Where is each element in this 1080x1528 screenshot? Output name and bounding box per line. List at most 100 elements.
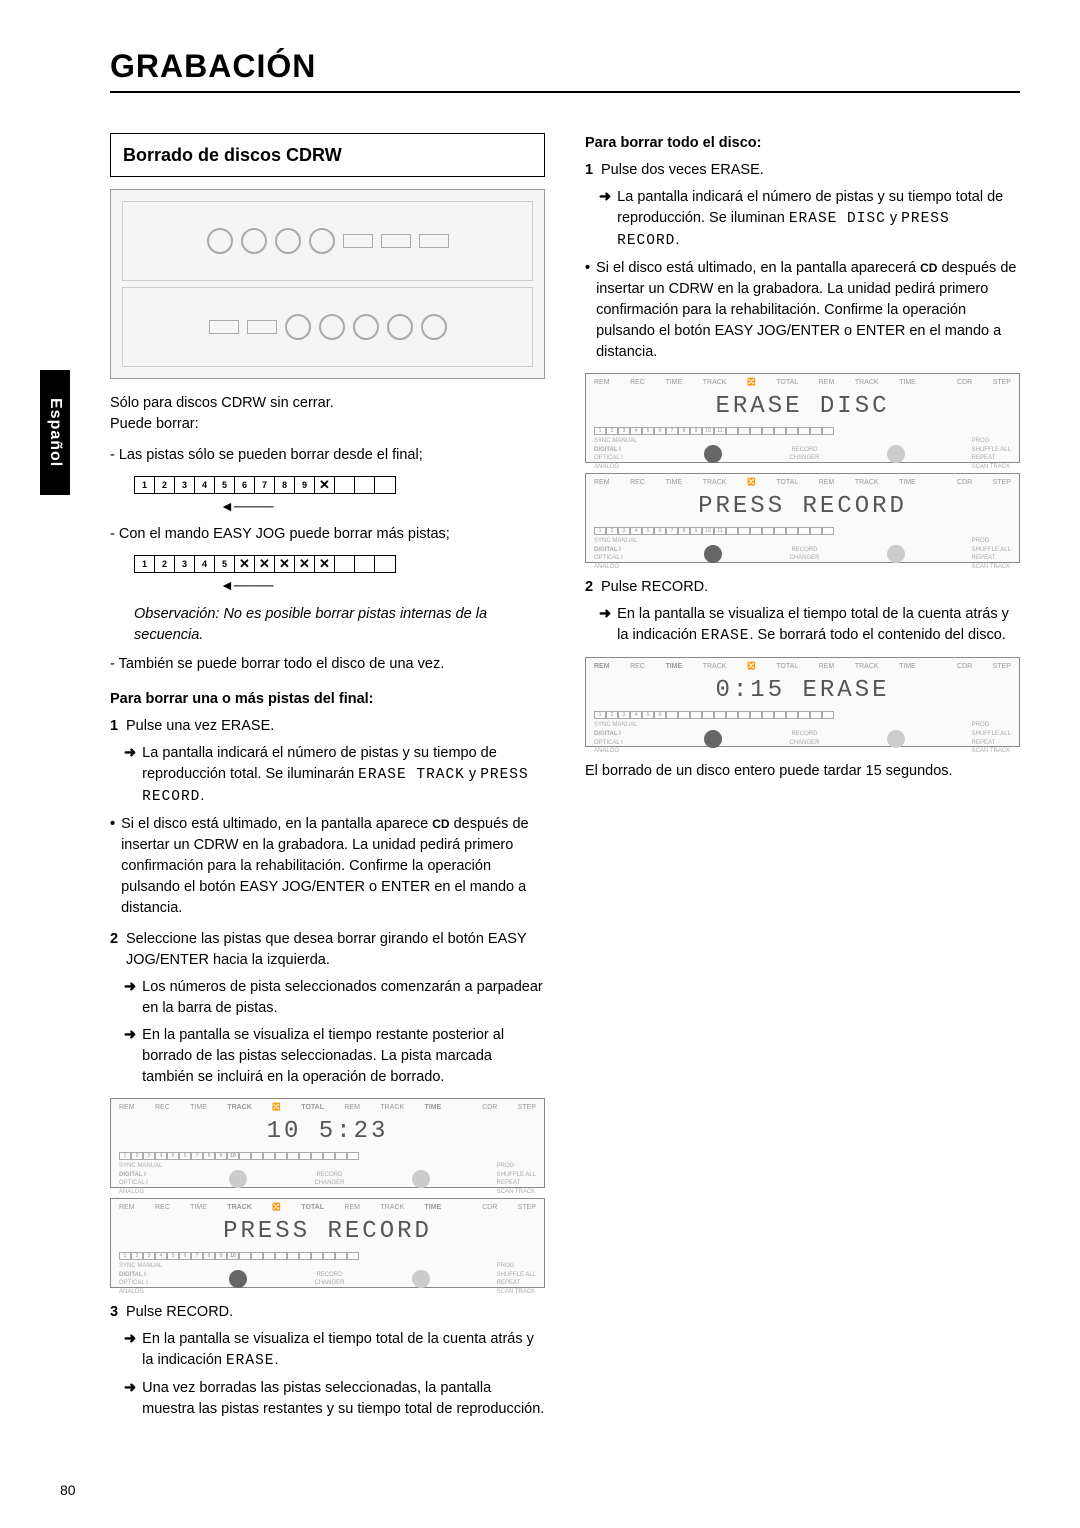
bullet-note: • Si el disco está ultimado, en la panta… bbox=[585, 258, 1020, 363]
step-number: 1 bbox=[110, 716, 122, 737]
track-cell-empty bbox=[355, 477, 375, 493]
track-cell-x: ✕ bbox=[315, 556, 335, 572]
lcd-top-labels: REMRECTIMETRACK🔀TOTALREMTRACKTIMECDRSTEP bbox=[594, 662, 1011, 672]
step-1-sub: ➜ La pantalla indicará el número de pist… bbox=[599, 187, 1020, 252]
intro-line2: Puede borrar: bbox=[110, 416, 199, 432]
content-columns: Borrado de discos CDRW bbox=[110, 133, 1020, 1426]
lcd-top-labels: REMRECTIMETRACK🔀TOTALREMTRACKTIMECDRSTEP bbox=[119, 1203, 536, 1213]
track-cell: 4 bbox=[195, 477, 215, 493]
step-1-sub: ➜ La pantalla indicará el número de pist… bbox=[124, 743, 545, 808]
lcd-track-bar: 1234567891011 bbox=[594, 527, 1011, 535]
lcd-main-text: 0:15 ERASE bbox=[594, 674, 1011, 709]
step-text: Pulse RECORD. bbox=[126, 1302, 233, 1323]
track-cell-x: ✕ bbox=[295, 556, 315, 572]
right-column: Para borrar todo el disco: 1 Pulse dos v… bbox=[585, 133, 1020, 1426]
track-cell: 5 bbox=[215, 477, 235, 493]
lcd-bottom-row: SYNC MANUALDIGITAL IOPTICAL IANALOG RECO… bbox=[594, 437, 1011, 472]
step-text: Pulse RECORD. bbox=[601, 577, 708, 598]
arrow-icon: ➜ bbox=[124, 1025, 136, 1088]
lcd-track-bar: 12345678910 bbox=[119, 1252, 536, 1260]
lcd-main-text: PRESS RECORD bbox=[119, 1215, 536, 1250]
sub-text: Los números de pista seleccionados comen… bbox=[142, 977, 545, 1019]
arrow-icon: ➜ bbox=[124, 1378, 136, 1420]
lcd-display-1: REMRECTIMETRACK🔀TOTALREMTRACKTIMECDRSTEP… bbox=[110, 1098, 545, 1188]
lcd-track-bar: 12345678910 bbox=[119, 1152, 536, 1160]
page-title: GRABACIÓN bbox=[110, 48, 1020, 93]
track-cell-empty bbox=[375, 477, 395, 493]
lcd-track-bar: 123456 bbox=[594, 711, 1011, 719]
track-cell-empty bbox=[335, 556, 355, 572]
sub-text: En la pantalla se visualiza el tiempo to… bbox=[142, 1329, 545, 1372]
bullet-icon: • bbox=[110, 814, 115, 919]
track-cell-empty bbox=[375, 556, 395, 572]
observation-note: Observación: No es posible borrar pistas… bbox=[134, 604, 545, 646]
step-2: 2 Seleccione las pistas que desea borrar… bbox=[110, 929, 545, 971]
track-cell: 2 bbox=[155, 556, 175, 572]
final-note: El borrado de un disco entero puede tard… bbox=[585, 761, 1020, 782]
lcd-top-labels: REMRECTIMETRACK🔀TOTALREMTRACKTIMECDRSTEP bbox=[594, 478, 1011, 488]
intro-text: Sólo para discos CDRW sin cerrar. Puede … bbox=[110, 393, 545, 435]
step-2-sub: ➜ En la pantalla se visualiza el tiempo … bbox=[599, 604, 1020, 647]
track-cell-x: ✕ bbox=[315, 477, 335, 493]
arrow-icon: ➜ bbox=[599, 604, 611, 647]
subheader-erase-tracks: Para borrar una o más pistas del final: bbox=[110, 689, 545, 710]
track-cell: 3 bbox=[175, 556, 195, 572]
lcd-bottom-row: SYNC MANUALDIGITAL IOPTICAL IANALOG RECO… bbox=[594, 721, 1011, 756]
arrow-icon: ➜ bbox=[124, 977, 136, 1019]
track-cell: 1 bbox=[135, 556, 155, 572]
lcd-main-text: 10 5:23 bbox=[119, 1115, 536, 1150]
page-number: 80 bbox=[60, 1482, 76, 1498]
track-cell: 1 bbox=[135, 477, 155, 493]
intro-line1: Sólo para discos CDRW sin cerrar. bbox=[110, 395, 334, 411]
track-cell: 9 bbox=[295, 477, 315, 493]
dash-item-1: - Las pistas sólo se pueden borrar desde… bbox=[110, 445, 545, 466]
track-cell: 8 bbox=[275, 477, 295, 493]
sub-text: La pantalla indicará el número de pistas… bbox=[617, 187, 1020, 252]
step-2-sub1: ➜ Los números de pista seleccionados com… bbox=[124, 977, 545, 1019]
track-cell-empty bbox=[355, 556, 375, 572]
dash-item-2: - Con el mando EASY JOG puede borrar más… bbox=[110, 524, 545, 545]
step-3-sub2: ➜ Una vez borradas las pistas selecciona… bbox=[124, 1378, 545, 1420]
track-cell-x: ✕ bbox=[235, 556, 255, 572]
track-strip-2: 1 2 3 4 5 ✕ ✕ ✕ ✕ ✕ bbox=[134, 555, 396, 573]
step-text: Pulse una vez ERASE. bbox=[126, 716, 274, 737]
track-cell: 2 bbox=[155, 477, 175, 493]
track-cell-x: ✕ bbox=[275, 556, 295, 572]
arrow-indicator: ◄──── bbox=[220, 575, 545, 595]
bullet-text: Si el disco está ultimado, en la pantall… bbox=[121, 814, 545, 919]
track-cell-x: ✕ bbox=[255, 556, 275, 572]
bullet-text: Si el disco está ultimado, en la pantall… bbox=[596, 258, 1020, 363]
arrow-icon: ➜ bbox=[124, 743, 136, 808]
step-number: 3 bbox=[110, 1302, 122, 1323]
step-2-sub2: ➜ En la pantalla se visualiza el tiempo … bbox=[124, 1025, 545, 1088]
step-3-sub1: ➜ En la pantalla se visualiza el tiempo … bbox=[124, 1329, 545, 1372]
sub-text: La pantalla indicará el número de pistas… bbox=[142, 743, 545, 808]
lcd-top-labels: REMRECTIMETRACK🔀TOTALREMTRACKTIMECDRSTEP bbox=[119, 1103, 536, 1113]
track-cell: 7 bbox=[255, 477, 275, 493]
step-2: 2 Pulse RECORD. bbox=[585, 577, 1020, 598]
lcd-bottom-row: SYNC MANUALDIGITAL IOPTICAL IANALOG RECO… bbox=[119, 1262, 536, 1297]
dash-item-3: - También se puede borrar todo el disco … bbox=[110, 654, 545, 675]
bullet-note: • Si el disco está ultimado, en la panta… bbox=[110, 814, 545, 919]
left-column: Borrado de discos CDRW bbox=[110, 133, 545, 1426]
track-cell: 6 bbox=[235, 477, 255, 493]
lcd-display-erase-disc: REMRECTIMETRACK🔀TOTALREMTRACKTIMECDRSTEP… bbox=[585, 373, 1020, 463]
track-cell: 4 bbox=[195, 556, 215, 572]
step-1: 1 Pulse dos veces ERASE. bbox=[585, 160, 1020, 181]
track-strip-1: 1 2 3 4 5 6 7 8 9 ✕ bbox=[134, 476, 396, 494]
lcd-display-press-record: REMRECTIMETRACK🔀TOTALREMTRACKTIMECDRSTEP… bbox=[585, 473, 1020, 563]
subheader-erase-disc: Para borrar todo el disco: bbox=[585, 133, 1020, 154]
step-number: 1 bbox=[585, 160, 597, 181]
arrow-icon: ➜ bbox=[124, 1329, 136, 1372]
step-number: 2 bbox=[585, 577, 597, 598]
lcd-display-2: REMRECTIMETRACK🔀TOTALREMTRACKTIMECDRSTEP… bbox=[110, 1198, 545, 1288]
step-text: Seleccione las pistas que desea borrar g… bbox=[126, 929, 545, 971]
lcd-top-labels: REMRECTIMETRACK🔀TOTALREMTRACKTIMECDRSTEP bbox=[594, 378, 1011, 388]
device-illustration bbox=[110, 189, 545, 379]
step-number: 2 bbox=[110, 929, 122, 971]
track-cell: 5 bbox=[215, 556, 235, 572]
arrow-icon: ➜ bbox=[599, 187, 611, 252]
lcd-display-countdown: REMRECTIMETRACK🔀TOTALREMTRACKTIMECDRSTEP… bbox=[585, 657, 1020, 747]
section-header: Borrado de discos CDRW bbox=[110, 133, 545, 177]
bullet-icon: • bbox=[585, 258, 590, 363]
